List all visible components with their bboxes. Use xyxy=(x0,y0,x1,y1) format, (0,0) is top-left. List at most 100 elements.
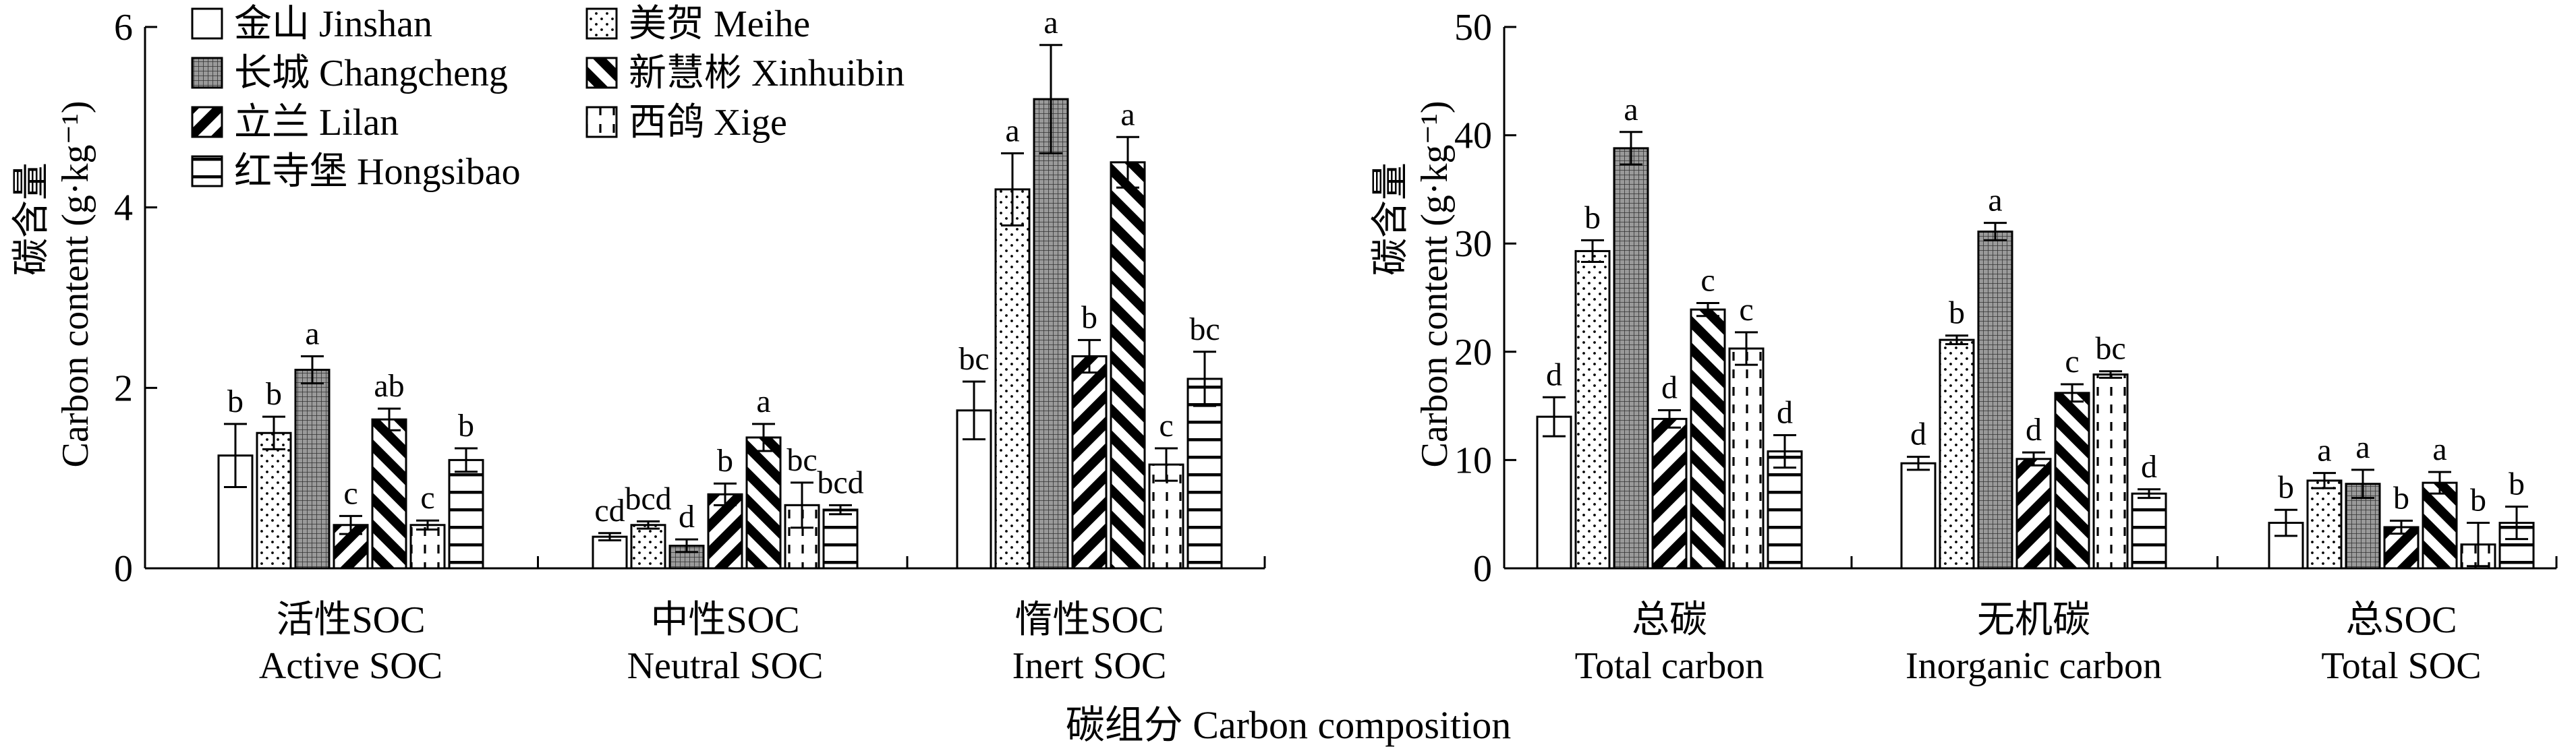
bar-hongsibao xyxy=(1767,450,1803,570)
legend-item-hongsibao: 红寺堡 Hongsibao xyxy=(191,151,521,193)
bar-meihe xyxy=(994,188,1031,570)
significance-letter: c xyxy=(2065,344,2079,380)
category-label-cn: 无机碳 xyxy=(1977,599,2090,641)
x-axis-title: 碳组分 Carbon composition xyxy=(1066,703,1512,747)
legend-label: 西鸽 Xige xyxy=(629,102,787,144)
significance-letter: a xyxy=(2432,431,2446,467)
legend-swatch xyxy=(585,57,618,89)
significance-letter: c xyxy=(420,480,434,516)
category-label-en: Inert SOC xyxy=(1012,645,1167,687)
significance-letter: bcd xyxy=(625,481,671,516)
significance-letter: b xyxy=(1584,200,1601,235)
significance-letter: b xyxy=(2393,480,2409,516)
y-tick-label: 4 xyxy=(114,187,133,229)
significance-letter: bc xyxy=(2095,331,2125,367)
y-tick-label: 50 xyxy=(1454,7,1492,49)
significance-letter: d xyxy=(1910,417,1926,452)
bar-jinshan xyxy=(1900,462,1937,570)
bar-hongsibao xyxy=(448,458,484,570)
bar-xinhuibin xyxy=(745,436,782,570)
legend-swatch xyxy=(585,7,618,40)
legend-label: 金山 Jinshan xyxy=(234,3,432,45)
significance-letter: b xyxy=(227,384,244,419)
significance-letter: a xyxy=(1005,113,1019,148)
significance-letter: d xyxy=(1546,357,1562,392)
bar-changcheng xyxy=(294,369,331,570)
legend-item-lilan: 立兰 Lilan xyxy=(191,102,399,144)
significance-letter: cd xyxy=(594,493,625,529)
significance-letter: a xyxy=(1120,96,1135,132)
bar-xinhuibin xyxy=(1110,161,1146,570)
y-tick-label: 2 xyxy=(114,367,133,409)
significance-letter: c xyxy=(1739,292,1753,328)
significance-letter: d xyxy=(1661,370,1678,406)
significance-letter: b xyxy=(1949,295,1965,331)
legend-swatch xyxy=(585,106,618,138)
legend-label: 红寺堡 Hongsibao xyxy=(234,151,521,193)
bar-meihe xyxy=(1574,249,1611,570)
bar-meihe xyxy=(630,524,666,570)
y-axis-title-en: Carbon content (g·kg⁻¹) xyxy=(1414,101,1456,468)
bar-jinshan xyxy=(1536,415,1572,570)
left-panel: 0 2 4 6 碳含量 Carbon content (g·kg⁻¹) 活性SOCActiv… xyxy=(11,5,1266,687)
legend: 金山 Jinshan 长城 Changcheng 立兰 Lilan 红寺堡 Hongs… xyxy=(191,3,905,193)
significance-letter: b xyxy=(2278,469,2294,505)
significance-letter: a xyxy=(2317,433,2331,469)
significance-letter: a xyxy=(756,384,770,419)
bar-xige xyxy=(2092,373,2129,570)
bar-xinhuibin xyxy=(1690,308,1726,570)
y-tick-label: 20 xyxy=(1454,332,1492,373)
significance-letter: c xyxy=(1159,408,1173,444)
bar-meihe xyxy=(2306,479,2343,570)
bar-hongsibao xyxy=(2131,492,2167,570)
bar-lilan xyxy=(2015,458,2052,570)
significance-letter: bc xyxy=(786,442,817,478)
legend-label: 长城 Changcheng xyxy=(234,53,508,94)
legend-swatch xyxy=(191,7,223,40)
legend-item-xinhuibin: 新慧彬 Xinhuibin xyxy=(585,53,905,94)
bar-hongsibao xyxy=(822,508,859,570)
legend-label: 立兰 Lilan xyxy=(234,102,399,144)
legend-label: 美贺 Meihe xyxy=(629,3,810,45)
significance-letter: c xyxy=(1700,263,1715,299)
y-tick-label: 0 xyxy=(114,548,133,590)
significance-letter: b xyxy=(2509,466,2525,502)
legend-item-changcheng: 长城 Changcheng xyxy=(191,53,508,94)
category-label-en: Inorganic carbon xyxy=(1906,645,2162,687)
significance-letter: d xyxy=(1777,394,1793,430)
significance-letter: a xyxy=(1624,92,1638,127)
bar-xige xyxy=(1148,463,1184,570)
category-label-en: Total SOC xyxy=(2321,645,2481,687)
bar-hongsibao xyxy=(1186,378,1223,570)
y-tick-label: 30 xyxy=(1454,223,1492,265)
y-tick-label: 6 xyxy=(114,7,133,49)
bar-jinshan xyxy=(592,535,628,570)
bar-meihe xyxy=(256,431,292,570)
category-label-en: Total carbon xyxy=(1575,645,1765,687)
category-label-en: Neutral SOC xyxy=(627,645,824,687)
legend-item-jinshan: 金山 Jinshan xyxy=(191,3,432,45)
y-axis-title-cn: 碳含量 xyxy=(1370,162,1412,276)
y-axis-title-en: Carbon content (g·kg⁻¹) xyxy=(55,101,96,468)
bar-changcheng xyxy=(1977,231,2013,570)
significance-letter: b xyxy=(458,408,474,444)
significance-letter: a xyxy=(2355,429,2370,465)
y-tick-label: 10 xyxy=(1454,440,1492,481)
bar-lilan xyxy=(1651,417,1688,570)
legend-item-xige: 西鸽 Xige xyxy=(585,102,787,144)
significance-letter: bc xyxy=(958,341,989,377)
significance-letter: b xyxy=(717,443,733,479)
bar-changcheng xyxy=(1033,98,1069,570)
bar-xige xyxy=(409,524,446,570)
bar-lilan xyxy=(707,493,743,570)
legend-item-meihe: 美贺 Meihe xyxy=(585,3,810,45)
significance-letter: ab xyxy=(374,368,404,404)
legend-label: 新慧彬 Xinhuibin xyxy=(629,53,905,94)
bar-changcheng xyxy=(1613,147,1649,570)
significance-letter: a xyxy=(1988,183,2002,218)
category-label-cn: 总SOC xyxy=(2346,599,2457,641)
significance-letter: d xyxy=(2026,412,2042,448)
y-tick-label: 40 xyxy=(1454,115,1492,157)
